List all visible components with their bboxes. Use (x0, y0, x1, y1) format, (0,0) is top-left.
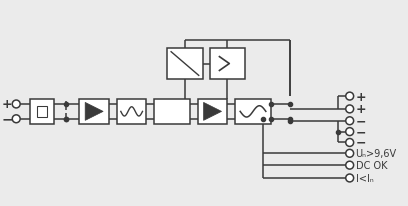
Circle shape (346, 162, 354, 169)
Polygon shape (204, 103, 222, 121)
Text: −: − (356, 115, 366, 128)
Text: +: + (2, 98, 13, 111)
Circle shape (346, 105, 354, 113)
Text: Uₙ>9,6V: Uₙ>9,6V (356, 149, 397, 159)
Circle shape (346, 174, 354, 182)
Bar (210, 48, 245, 80)
Circle shape (346, 150, 354, 158)
Bar (167, 48, 203, 80)
Text: +: + (356, 103, 366, 116)
Text: +: + (356, 90, 366, 103)
Bar (37, 107, 47, 117)
Bar (80, 99, 109, 125)
Circle shape (12, 101, 20, 108)
Text: −: − (356, 136, 366, 149)
Circle shape (346, 117, 354, 125)
Bar (117, 99, 146, 125)
Circle shape (12, 115, 20, 123)
Text: DC OK: DC OK (356, 160, 387, 170)
Polygon shape (85, 103, 103, 121)
Text: I<Iₙ: I<Iₙ (356, 173, 373, 183)
Text: −: − (356, 125, 366, 138)
Circle shape (346, 93, 354, 101)
Bar (30, 99, 54, 125)
Bar (235, 99, 271, 125)
Text: −: − (2, 112, 13, 126)
Circle shape (346, 139, 354, 147)
Bar (198, 99, 227, 125)
Circle shape (346, 128, 354, 136)
Bar (154, 99, 190, 125)
